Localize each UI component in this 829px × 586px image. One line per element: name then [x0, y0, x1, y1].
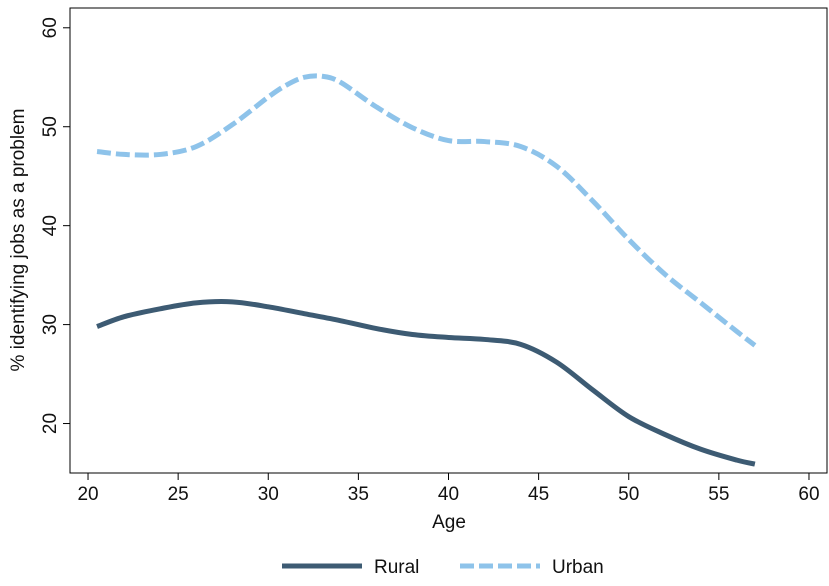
series-layer	[96, 73, 757, 467]
x-axis: 20 25 30 35 40 45 50 55 60	[77, 473, 820, 505]
y-axis-title: % identifying jobs as a problem	[8, 109, 29, 372]
legend-label-rural: Rural	[374, 557, 419, 578]
x-tick-label: 30	[258, 484, 279, 505]
legend: Rural Urban	[282, 557, 604, 578]
series-line-urban	[96, 73, 757, 348]
legend-label-urban: Urban	[552, 557, 604, 578]
x-tick-label: 60	[798, 484, 819, 505]
x-tick-label: 50	[618, 484, 639, 505]
x-tick-label: 40	[438, 484, 459, 505]
series-line-rural	[96, 299, 756, 467]
plot-frame	[69, 7, 828, 474]
y-tick-label: 20	[40, 413, 61, 434]
y-tick-label: 50	[40, 116, 61, 137]
x-axis-title: Age	[432, 512, 466, 533]
y-tick-label: 30	[40, 314, 61, 335]
x-tick-label: 55	[708, 484, 729, 505]
y-tick-label: 60	[40, 17, 61, 38]
x-tick-label: 35	[348, 484, 369, 505]
y-tick-label: 40	[40, 215, 61, 236]
x-tick-label: 45	[528, 484, 549, 505]
x-tick-label: 25	[168, 484, 189, 505]
y-axis: 20 30 40 50 60	[40, 17, 70, 434]
x-tick-label: 20	[77, 484, 98, 505]
